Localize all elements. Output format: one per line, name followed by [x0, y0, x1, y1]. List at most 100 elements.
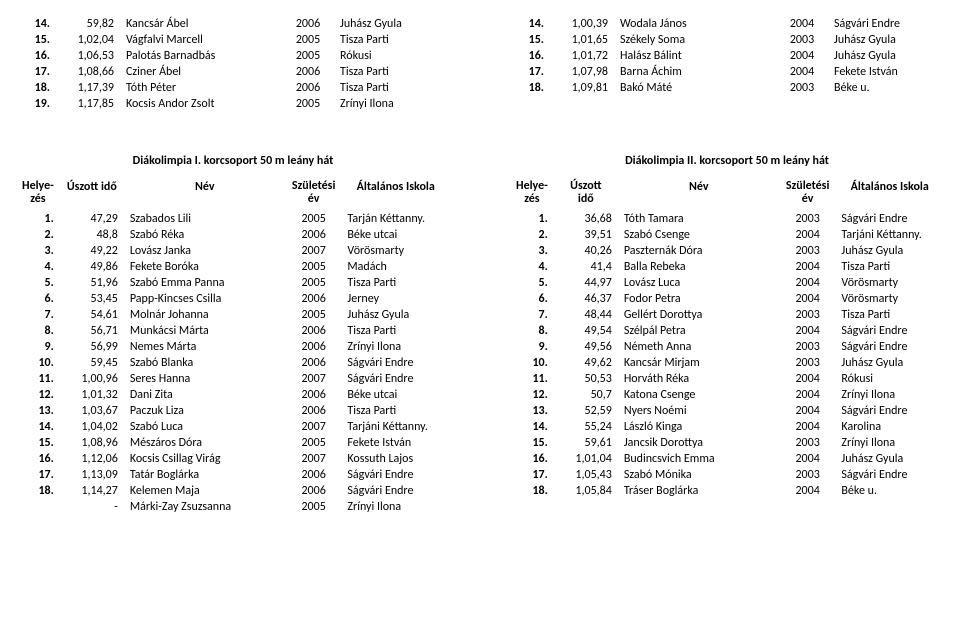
- header-name: Név: [618, 174, 780, 211]
- name-cell: Tráser Boglárka: [618, 483, 780, 499]
- school-cell: Tisza Parti: [341, 403, 450, 419]
- header-rank: Helye-zés: [16, 174, 60, 211]
- school-cell: Tisza Parti: [835, 259, 944, 275]
- name-cell: Bakó Máté: [614, 80, 776, 96]
- table-row: 15. 1,01,65 Székely Soma 2003 Juhász Gyu…: [510, 32, 944, 48]
- table-row: 3. 40,26 Paszternák Dóra 2003 Juhász Gyu…: [510, 243, 944, 259]
- table-row: 17. 1,05,43 Szabó Mónika 2003 Ságvári En…: [510, 467, 944, 483]
- rank-cell: 14.: [16, 419, 60, 435]
- header-time: Úszott idő: [60, 174, 124, 211]
- table-row: 12. 1,01,32 Dani Zita 2006 Béke utcai: [16, 387, 450, 403]
- year-cell: 2006: [286, 387, 342, 403]
- bottom-left-table: Helye-zés Úszott idő Név Születésiév Ált…: [16, 174, 450, 515]
- name-cell: Horváth Réka: [618, 371, 780, 387]
- time-cell: 49,54: [554, 323, 618, 339]
- time-cell: 39,51: [554, 227, 618, 243]
- name-cell: Katona Csenge: [618, 387, 780, 403]
- rank-cell: 16.: [16, 48, 56, 64]
- school-cell: Jerney: [341, 291, 450, 307]
- rank-cell: 7.: [510, 307, 554, 323]
- name-cell: Kocsis Andor Zsolt: [120, 96, 282, 112]
- bottom-right-body: 1. 36,68 Tóth Tamara 2003 Ságvári Endre …: [510, 211, 944, 499]
- year-cell: 2006: [286, 323, 342, 339]
- rank-cell: [16, 499, 60, 515]
- name-cell: Nemes Márta: [124, 339, 286, 355]
- header-rank: Helye-zés: [510, 174, 554, 211]
- year-cell: 2006: [286, 291, 342, 307]
- name-cell: Fekete Boróka: [124, 259, 286, 275]
- rank-cell: 9.: [510, 339, 554, 355]
- name-cell: Vágfalvi Marcell: [120, 32, 282, 48]
- table-row: 13. 52,59 Nyers Noémi 2004 Ságvári Endre: [510, 403, 944, 419]
- top-right-col: 14. 1,00,39 Wodala János 2004 Ságvári En…: [510, 16, 944, 112]
- name-cell: Barna Áchim: [614, 64, 776, 80]
- year-cell: 2005: [286, 275, 342, 291]
- year-cell: 2005: [282, 32, 334, 48]
- table-row: 8. 49,54 Szélpál Petra 2004 Ságvári Endr…: [510, 323, 944, 339]
- bottom-right-table: Helye-zés Úszottidő Név Születésiév Álta…: [510, 174, 944, 499]
- rank-cell: 12.: [16, 387, 60, 403]
- name-cell: László Kinga: [618, 419, 780, 435]
- rank-cell: 16.: [16, 451, 60, 467]
- school-cell: Tarjáni Kéttanny.: [341, 419, 450, 435]
- name-cell: Németh Anna: [618, 339, 780, 355]
- table-row: 6. 46,37 Fodor Petra 2004 Vörösmarty: [510, 291, 944, 307]
- rank-cell: 3.: [510, 243, 554, 259]
- school-cell: Béke u.: [828, 80, 944, 96]
- table-row: 14. 1,04,02 Szabó Luca 2007 Tarjáni Kétt…: [16, 419, 450, 435]
- school-cell: Zrínyi Ilona: [835, 435, 944, 451]
- table-row: 15. 1,08,96 Mészáros Dóra 2005 Fekete Is…: [16, 435, 450, 451]
- year-cell: 2006: [286, 403, 342, 419]
- year-cell: 2004: [776, 64, 828, 80]
- name-cell: Márki-Zay Zsuzsanna: [124, 499, 286, 515]
- name-cell: Munkácsi Márta: [124, 323, 286, 339]
- year-cell: 2004: [780, 483, 836, 499]
- table-row: 15. 59,61 Jancsik Dorottya 2003 Zrínyi I…: [510, 435, 944, 451]
- rank-cell: 18.: [16, 80, 56, 96]
- table-row: 16. 1,06,53 Palotás Barnadbás 2005 Rókus…: [16, 48, 450, 64]
- school-cell: Tisza Parti: [334, 64, 450, 80]
- table-row: 14. 59,82 Kancsár Ábel 2006 Juhász Gyula: [16, 16, 450, 32]
- time-cell: 48,44: [554, 307, 618, 323]
- school-cell: Karolina: [835, 419, 944, 435]
- name-cell: Halász Bálint: [614, 48, 776, 64]
- time-cell: 48,8: [60, 227, 124, 243]
- school-cell: Ságvári Endre: [341, 355, 450, 371]
- time-cell: 59,82: [56, 16, 120, 32]
- time-cell: 1,12,06: [60, 451, 124, 467]
- name-cell: Paczuk Liza: [124, 403, 286, 419]
- rank-cell: 3.: [16, 243, 60, 259]
- school-cell: Juhász Gyula: [334, 16, 450, 32]
- name-cell: Lovász Janka: [124, 243, 286, 259]
- rank-cell: 18.: [510, 483, 554, 499]
- rank-cell: 11.: [510, 371, 554, 387]
- year-cell: 2003: [780, 211, 836, 227]
- school-cell: Juhász Gyula: [341, 307, 450, 323]
- time-cell: 1,06,53: [56, 48, 120, 64]
- table-row: 5. 44,97 Lovász Luca 2004 Vörösmarty: [510, 275, 944, 291]
- school-cell: Juhász Gyula: [828, 48, 944, 64]
- time-cell: 59,45: [60, 355, 124, 371]
- table-row: 18. 1,09,81 Bakó Máté 2003 Béke u.: [510, 80, 944, 96]
- time-cell: 46,37: [554, 291, 618, 307]
- school-cell: Kossuth Lajos: [341, 451, 450, 467]
- time-cell: 49,62: [554, 355, 618, 371]
- year-cell: 2004: [780, 451, 836, 467]
- time-cell: 1,00,96: [60, 371, 124, 387]
- table-row: 18. 1,05,84 Tráser Boglárka 2004 Béke u.: [510, 483, 944, 499]
- name-cell: Papp-Kincses Csilla: [124, 291, 286, 307]
- header-school: Általános Iskola: [341, 174, 450, 211]
- year-cell: 2005: [282, 48, 334, 64]
- school-cell: Fekete István: [341, 435, 450, 451]
- rank-cell: 4.: [510, 259, 554, 275]
- year-cell: 2005: [286, 499, 342, 515]
- time-cell: 1,07,98: [550, 64, 614, 80]
- rank-cell: 1.: [16, 211, 60, 227]
- year-cell: 2003: [780, 435, 836, 451]
- year-cell: 2003: [780, 355, 836, 371]
- table-row: 16. 1,01,04 Budincsvich Emma 2004 Juhász…: [510, 451, 944, 467]
- rank-cell: 18.: [16, 483, 60, 499]
- time-cell: 53,45: [60, 291, 124, 307]
- school-cell: Tisza Parti: [835, 307, 944, 323]
- top-left-col: 14. 59,82 Kancsár Ábel 2006 Juhász Gyula…: [16, 16, 450, 112]
